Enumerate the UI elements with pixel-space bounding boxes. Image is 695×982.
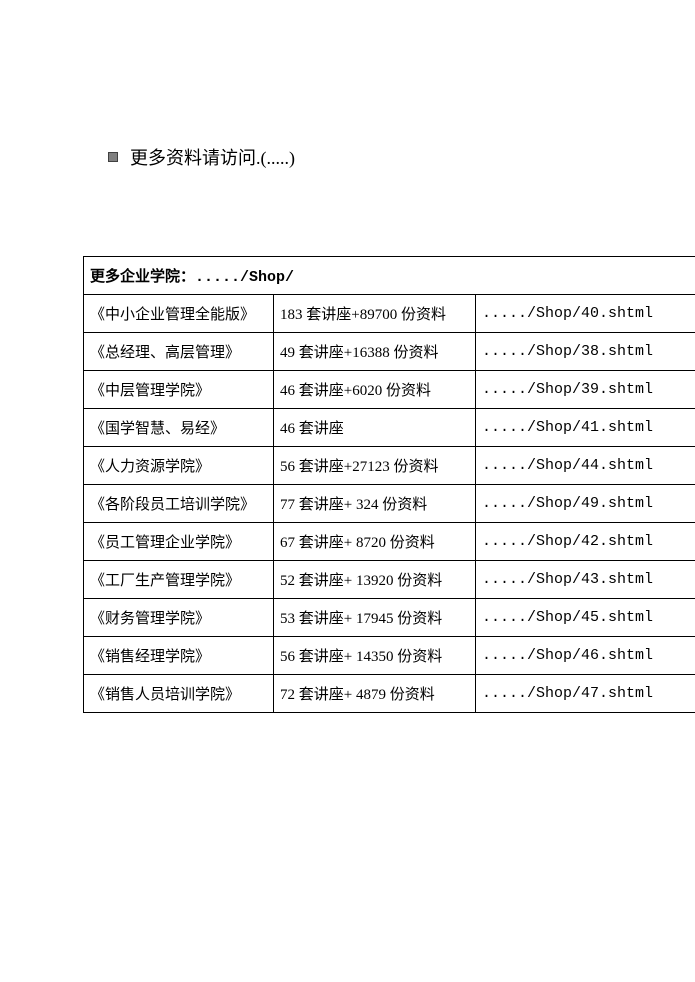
course-desc: 49 套讲座+16388 份资料 (274, 333, 476, 371)
course-name: 《销售人员培训学院》 (84, 675, 274, 713)
courses-table: 更多企业学院：...../Shop/ 《中小企业管理全能版》183 套讲座+89… (83, 256, 695, 713)
table-body: 《中小企业管理全能版》183 套讲座+89700 份资料...../Shop/4… (84, 295, 695, 713)
course-desc: 67 套讲座+ 8720 份资料 (274, 523, 476, 561)
course-name: 《人力资源学院》 (84, 447, 274, 485)
table-row: 《人力资源学院》56 套讲座+27123 份资料...../Shop/44.sh… (84, 447, 695, 485)
course-name: 《中小企业管理全能版》 (84, 295, 274, 333)
course-name: 《员工管理企业学院》 (84, 523, 274, 561)
table-header: 更多企业学院：...../Shop/ (84, 257, 695, 295)
course-url[interactable]: ...../Shop/38.shtml (476, 333, 695, 371)
course-url[interactable]: ...../Shop/40.shtml (476, 295, 695, 333)
course-desc: 56 套讲座+27123 份资料 (274, 447, 476, 485)
course-desc: 52 套讲座+ 13920 份资料 (274, 561, 476, 599)
course-name: 《国学智慧、易经》 (84, 409, 274, 447)
course-desc: 53 套讲座+ 17945 份资料 (274, 599, 476, 637)
course-name: 《财务管理学院》 (84, 599, 274, 637)
course-url[interactable]: ...../Shop/42.shtml (476, 523, 695, 561)
table-row: 《各阶段员工培训学院》77 套讲座+ 324 份资料...../Shop/49.… (84, 485, 695, 523)
course-name: 《工厂生产管理学院》 (84, 561, 274, 599)
course-url[interactable]: ...../Shop/45.shtml (476, 599, 695, 637)
table-row: 《销售经理学院》56 套讲座+ 14350 份资料...../Shop/46.s… (84, 637, 695, 675)
table-header-row: 更多企业学院：...../Shop/ (84, 257, 695, 295)
table-container: 更多企业学院：...../Shop/ 《中小企业管理全能版》183 套讲座+89… (83, 256, 695, 713)
course-desc: 72 套讲座+ 4879 份资料 (274, 675, 476, 713)
table-row: 《中小企业管理全能版》183 套讲座+89700 份资料...../Shop/4… (84, 295, 695, 333)
course-desc: 183 套讲座+89700 份资料 (274, 295, 476, 333)
course-url[interactable]: ...../Shop/47.shtml (476, 675, 695, 713)
course-name: 《中层管理学院》 (84, 371, 274, 409)
course-url[interactable]: ...../Shop/46.shtml (476, 637, 695, 675)
course-url[interactable]: ...../Shop/41.shtml (476, 409, 695, 447)
table-row: 《工厂生产管理学院》52 套讲座+ 13920 份资料...../Shop/43… (84, 561, 695, 599)
course-url[interactable]: ...../Shop/49.shtml (476, 485, 695, 523)
page: 更多资料请访问.(.....) 更多企业学院：...../Shop/ 《中小企业… (0, 0, 695, 982)
course-desc: 46 套讲座 (274, 409, 476, 447)
bullet-text: 更多资料请访问.(.....) (130, 144, 295, 170)
course-url[interactable]: ...../Shop/39.shtml (476, 371, 695, 409)
bullet-line: 更多资料请访问.(.....) (108, 144, 295, 170)
table-row: 《员工管理企业学院》67 套讲座+ 8720 份资料...../Shop/42.… (84, 523, 695, 561)
table-row: 《财务管理学院》53 套讲座+ 17945 份资料...../Shop/45.s… (84, 599, 695, 637)
course-name: 《总经理、高层管理》 (84, 333, 274, 371)
table-row: 《总经理、高层管理》49 套讲座+16388 份资料...../Shop/38.… (84, 333, 695, 371)
course-url[interactable]: ...../Shop/43.shtml (476, 561, 695, 599)
table-row: 《销售人员培训学院》72 套讲座+ 4879 份资料...../Shop/47.… (84, 675, 695, 713)
course-url[interactable]: ...../Shop/44.shtml (476, 447, 695, 485)
course-desc: 46 套讲座+6020 份资料 (274, 371, 476, 409)
course-desc: 77 套讲座+ 324 份资料 (274, 485, 476, 523)
table-row: 《中层管理学院》46 套讲座+6020 份资料...../Shop/39.sht… (84, 371, 695, 409)
course-name: 《销售经理学院》 (84, 637, 274, 675)
course-name: 《各阶段员工培训学院》 (84, 485, 274, 523)
table-row: 《国学智慧、易经》46 套讲座...../Shop/41.shtml (84, 409, 695, 447)
square-bullet-icon (108, 152, 118, 162)
course-desc: 56 套讲座+ 14350 份资料 (274, 637, 476, 675)
